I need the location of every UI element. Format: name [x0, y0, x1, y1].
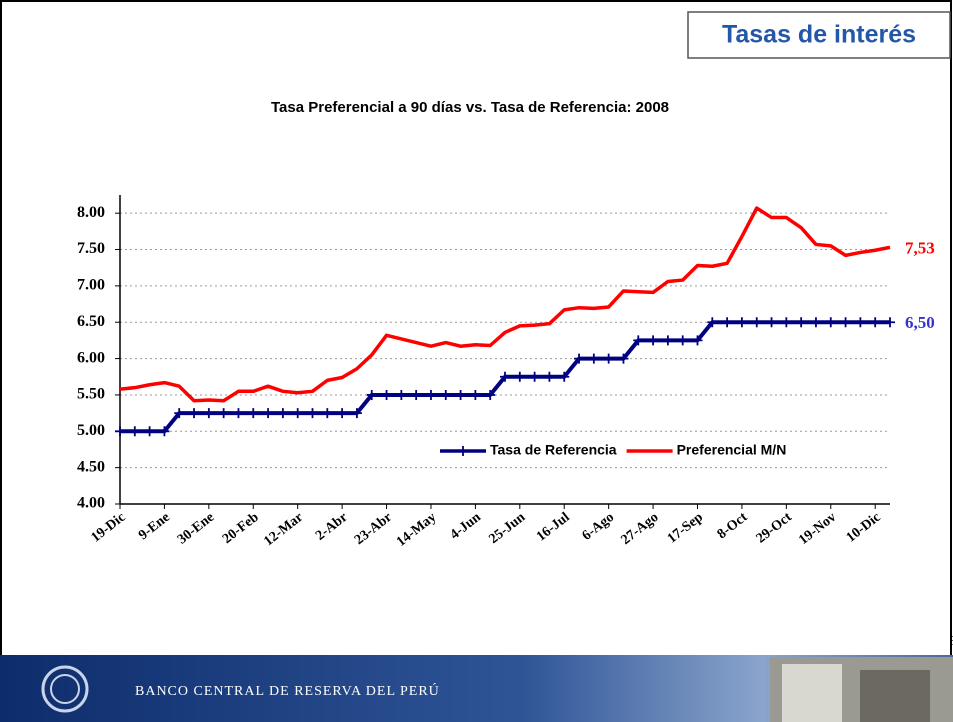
point-marker [425, 389, 436, 400]
logo [41, 665, 89, 713]
point-marker [159, 426, 170, 437]
header-title: Tasas de interés [722, 21, 916, 49]
point-marker [411, 389, 422, 400]
y-tick-label: 4.50 [77, 458, 105, 475]
footer-photo-detail [782, 664, 842, 722]
point-marker [455, 389, 466, 400]
point-marker [870, 317, 881, 328]
point-marker [277, 408, 288, 419]
point-marker [174, 408, 185, 419]
point-marker [203, 408, 214, 419]
point-marker [189, 408, 200, 419]
point-marker [885, 317, 895, 328]
point-marker [633, 335, 644, 346]
point-marker [781, 317, 792, 328]
point-marker [722, 317, 733, 328]
point-marker [514, 371, 525, 382]
y-tick-label: 5.50 [77, 386, 105, 403]
point-marker [129, 426, 140, 437]
point-marker [662, 335, 673, 346]
point-marker [366, 389, 377, 400]
logo-inner [50, 674, 80, 704]
point-marker [751, 317, 762, 328]
legend-label: Tasa de Referencia [490, 442, 617, 458]
point-marker [677, 335, 688, 346]
point-marker [692, 335, 703, 346]
series-line [119, 206, 891, 403]
chart-title: Tasa Preferencial a 90 días vs. Tasa de … [271, 99, 669, 116]
end-value-label: 6,50 [905, 313, 935, 332]
footer-photo-detail [860, 670, 930, 722]
point-marker [115, 426, 125, 437]
point-marker [529, 371, 540, 382]
point-marker [500, 371, 510, 382]
page-number: 3 [950, 634, 953, 649]
point-marker [810, 317, 821, 328]
y-tick-label: 6.00 [77, 349, 105, 366]
point-marker [322, 408, 333, 419]
point-marker [351, 408, 362, 419]
point-marker [855, 317, 866, 328]
point-marker [840, 317, 851, 328]
y-tick-label: 7.50 [77, 240, 105, 257]
point-marker [337, 408, 348, 419]
y-tick-label: 4.00 [77, 495, 105, 512]
footer-text: BANCO CENTRAL DE RESERVA DEL PERÚ [135, 682, 440, 699]
y-tick-label: 7.00 [77, 277, 105, 294]
point-marker [707, 317, 718, 328]
point-marker [648, 335, 659, 346]
point-marker [144, 426, 155, 437]
point-marker [292, 408, 303, 419]
point-marker [588, 353, 599, 364]
point-marker [544, 371, 555, 382]
point-marker [381, 389, 392, 400]
legend-marker [458, 446, 468, 456]
point-marker [574, 353, 585, 364]
header-box [687, 11, 951, 59]
point-marker [307, 408, 318, 419]
y-tick-label: 5.00 [77, 422, 105, 439]
point-marker [233, 408, 244, 419]
point-marker [559, 371, 570, 382]
point-marker [248, 408, 259, 419]
point-marker [470, 389, 481, 400]
point-marker [766, 317, 777, 328]
point-marker [618, 353, 629, 364]
point-marker [796, 317, 807, 328]
y-tick-label: 6.50 [77, 313, 105, 330]
point-marker [736, 317, 747, 328]
point-marker [825, 317, 836, 328]
legend-label: Preferencial M/N [677, 442, 787, 458]
point-marker [603, 353, 614, 364]
point-marker [263, 408, 274, 419]
point-marker [440, 389, 451, 400]
point-marker [396, 389, 407, 400]
point-marker [485, 389, 496, 400]
end-value-label: 7,53 [905, 238, 935, 257]
y-tick-label: 8.00 [77, 204, 105, 221]
point-marker [218, 408, 229, 419]
